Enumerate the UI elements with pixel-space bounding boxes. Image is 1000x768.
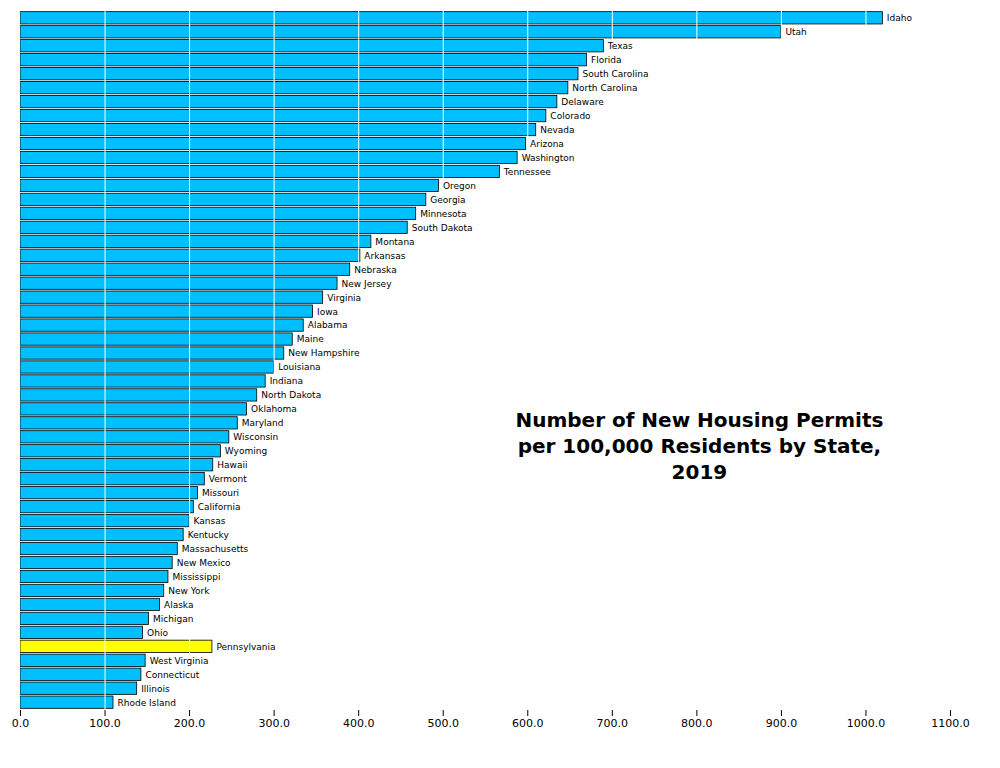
svg-text:Maine: Maine [297, 334, 324, 344]
svg-text:Iowa: Iowa [317, 306, 338, 316]
svg-text:Pennsylvania: Pennsylvania [216, 642, 275, 652]
svg-text:South Dakota: South Dakota [412, 223, 473, 233]
svg-text:New York: New York [168, 586, 210, 596]
svg-text:Washington: Washington [522, 153, 575, 163]
svg-text:California: California [198, 502, 241, 512]
svg-text:Wisconsin: Wisconsin [233, 432, 278, 442]
svg-text:Connecticut: Connecticut [145, 670, 199, 680]
svg-text:Missouri: Missouri [202, 488, 239, 498]
svg-text:Kansas: Kansas [194, 516, 226, 526]
svg-text:300.0: 300.0 [258, 717, 290, 730]
svg-text:600.0: 600.0 [512, 717, 544, 730]
svg-text:Texas: Texas [607, 41, 633, 51]
svg-text:Colorado: Colorado [550, 111, 591, 121]
svg-text:Oregon: Oregon [443, 181, 476, 191]
svg-text:Michigan: Michigan [153, 614, 193, 624]
svg-text:Alabama: Alabama [308, 320, 348, 330]
svg-text:200.0: 200.0 [174, 717, 206, 730]
svg-text:Arizona: Arizona [530, 139, 564, 149]
svg-text:Nebraska: Nebraska [354, 265, 396, 275]
svg-text:Rhode Island: Rhode Island [118, 698, 176, 708]
svg-text:900.0: 900.0 [766, 717, 798, 730]
svg-text:Kentucky: Kentucky [188, 530, 230, 540]
svg-text:Alaska: Alaska [164, 600, 193, 610]
svg-text:Georgia: Georgia [430, 195, 465, 205]
svg-text:Idaho: Idaho [887, 13, 913, 23]
svg-text:New Hampshire: New Hampshire [288, 348, 360, 358]
svg-text:Hawaii: Hawaii [217, 460, 247, 470]
svg-text:Oklahoma: Oklahoma [251, 404, 297, 414]
svg-text:Wyoming: Wyoming [225, 446, 267, 456]
svg-text:Illinois: Illinois [141, 684, 170, 694]
svg-text:100.0: 100.0 [89, 717, 121, 730]
svg-text:Utah: Utah [785, 27, 806, 37]
svg-text:Florida: Florida [591, 55, 622, 65]
svg-text:500.0: 500.0 [427, 717, 459, 730]
svg-text:Arkansas: Arkansas [364, 251, 405, 261]
svg-text:Virginia: Virginia [327, 293, 361, 303]
svg-text:Mississippi: Mississippi [172, 572, 220, 582]
svg-text:North Carolina: North Carolina [572, 83, 637, 93]
svg-text:Delaware: Delaware [561, 97, 604, 107]
svg-text:Louisiana: Louisiana [278, 362, 321, 372]
svg-text:700.0: 700.0 [597, 717, 629, 730]
svg-text:North Dakota: North Dakota [261, 390, 321, 400]
svg-text:1100.0: 1100.0 [931, 717, 970, 730]
svg-text:Minnesota: Minnesota [420, 209, 466, 219]
svg-text:Number of New Housing Permitsp: Number of New Housing Permitsper 100,000… [515, 408, 883, 484]
svg-text:Ohio: Ohio [147, 628, 168, 638]
svg-text:Massachusetts: Massachusetts [182, 544, 249, 554]
svg-text:New Mexico: New Mexico [177, 558, 231, 568]
svg-text:Indiana: Indiana [270, 376, 303, 386]
svg-text:1000.0: 1000.0 [847, 717, 886, 730]
svg-text:Montana: Montana [375, 237, 414, 247]
svg-text:West Virginia: West Virginia [150, 656, 209, 666]
svg-text:South Carolina: South Carolina [583, 69, 649, 79]
svg-text:Tennessee: Tennessee [503, 167, 551, 177]
svg-text:0.0: 0.0 [12, 717, 30, 730]
svg-text:Vermont: Vermont [209, 474, 248, 484]
svg-text:Nevada: Nevada [540, 125, 574, 135]
svg-text:800.0: 800.0 [681, 717, 713, 730]
svg-text:Maryland: Maryland [242, 418, 284, 428]
svg-text:400.0: 400.0 [343, 717, 375, 730]
svg-text:New Jersey: New Jersey [342, 279, 393, 289]
